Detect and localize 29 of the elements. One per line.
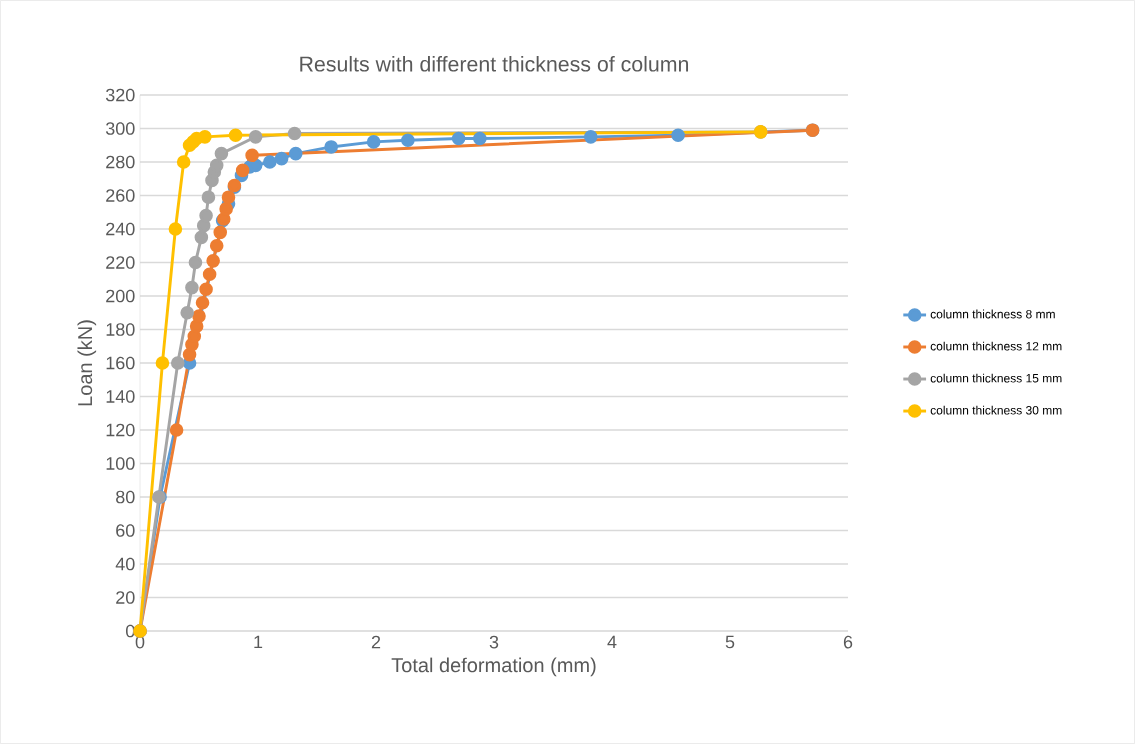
- x-tick-label: 5: [725, 635, 735, 649]
- y-tick-label: 280: [106, 155, 135, 169]
- y-tick-label: 80: [116, 490, 135, 504]
- y-tick-label: 180: [106, 323, 135, 336]
- y-tick-label: 60: [116, 524, 135, 537]
- x-tick-label: 2: [371, 635, 381, 649]
- legend-label: column thickness 12 mm: [930, 341, 1062, 351]
- x-tick-label: 6: [843, 635, 853, 649]
- y-tick-label: 100: [106, 457, 135, 470]
- y-tick-label: 40: [115, 557, 135, 571]
- legend-label: column thickness 8 mm: [930, 309, 1055, 319]
- legend-label: column thickness 30 mm: [930, 405, 1062, 415]
- y-tick-label: 240: [106, 222, 135, 236]
- chart-title: Results with different thickness of column: [300, 55, 689, 72]
- x-tick-label: 4: [607, 635, 617, 649]
- x-axis-title: Total deformation (mm): [391, 657, 596, 677]
- y-tick-label: 320: [105, 88, 135, 102]
- y-tick-label: 20: [116, 591, 135, 604]
- y-tick-label: 140: [106, 390, 135, 403]
- y-tick-label: 260: [106, 189, 135, 202]
- x-tick-label: 3: [489, 635, 499, 649]
- y-tick-label: 160: [106, 356, 135, 370]
- legend-label: column thickness 15 mm: [930, 373, 1062, 383]
- y-tick-label: 300: [105, 122, 135, 135]
- y-tick-label: 120: [106, 423, 135, 437]
- y-tick-label: 200: [106, 289, 135, 303]
- x-tick-label: 1: [254, 635, 263, 649]
- y-tick-label: 220: [106, 256, 135, 269]
- y-axis-title: Loan (kN): [77, 320, 97, 406]
